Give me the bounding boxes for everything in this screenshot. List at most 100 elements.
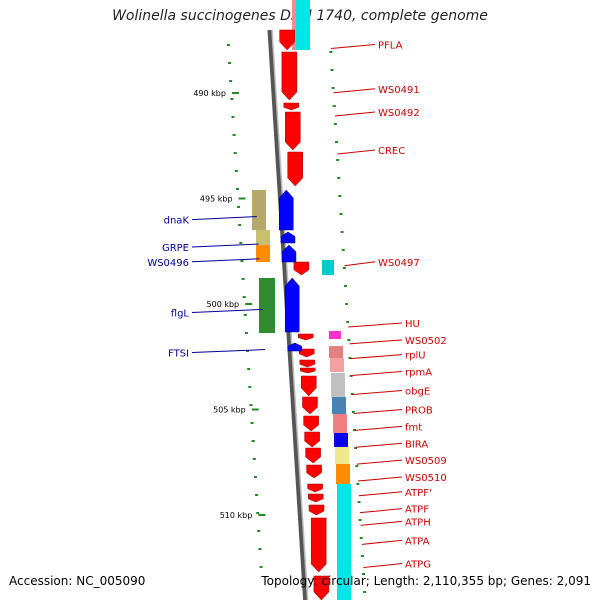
label-leader xyxy=(191,243,259,248)
label-leader xyxy=(361,539,403,545)
gene-labels: PFLA WS0491 WS0492 CREC WS0497 HU WS0502 rplU rp… xyxy=(147,40,446,570)
cog-bar xyxy=(296,0,310,50)
cog-bar xyxy=(256,245,270,262)
cog-bar xyxy=(333,414,347,433)
forward-gene-arrow xyxy=(281,51,298,101)
gene-label: ATPG xyxy=(405,560,431,571)
gene-label: WS0497 xyxy=(378,258,420,269)
kbp-tick-label: 490 kbp xyxy=(193,89,226,98)
label-leader xyxy=(344,261,376,267)
label-leader xyxy=(363,563,403,569)
kbp-ticks: 490 kbp 495 kbp 500 kbp 505 kbp 510 kbp xyxy=(193,89,266,520)
label-leader xyxy=(354,425,403,431)
cog-category-bars xyxy=(252,0,351,600)
label-leader xyxy=(330,43,376,49)
gene-label: WS0492 xyxy=(378,108,420,119)
kbp-tick-label: 510 kbp xyxy=(220,511,253,520)
gene-label: HU xyxy=(405,319,420,330)
forward-gene-arrow xyxy=(305,447,321,464)
label-leader xyxy=(191,258,260,263)
gene-label: BIRA xyxy=(405,439,428,450)
forward-gene-arrow xyxy=(308,504,325,516)
forward-gene-arrow xyxy=(285,111,301,151)
cog-bar xyxy=(259,278,275,333)
cog-bar xyxy=(334,433,348,447)
cog-bar xyxy=(335,447,349,464)
gene-label: fmt xyxy=(405,422,422,433)
label-leader xyxy=(358,491,403,497)
gene-label: ATPF xyxy=(405,505,429,516)
kbp-tick-label: 495 kbp xyxy=(200,195,233,204)
accession-text: Accession: NC_005090 xyxy=(9,574,146,588)
cog-bar xyxy=(330,358,344,372)
gene-label: FTSI xyxy=(168,349,189,360)
label-leader xyxy=(348,322,403,328)
forward-gene-arrow xyxy=(308,493,324,503)
forward-gene-arrow xyxy=(307,483,323,493)
gene-label: CREC xyxy=(378,146,405,157)
forward-gene-arrow xyxy=(298,348,315,358)
label-leader xyxy=(337,149,376,155)
forward-gene-arrow xyxy=(303,415,319,432)
gene-arrows xyxy=(279,29,330,600)
gene-label: WS0502 xyxy=(405,336,447,347)
gene-label: flgL xyxy=(171,308,190,319)
forward-gene-arrow xyxy=(313,575,330,600)
forward-gene-arrow xyxy=(283,102,300,111)
gene-label: rpmA xyxy=(405,368,432,379)
forward-gene-arrow xyxy=(293,261,310,276)
forward-gene-arrow xyxy=(310,517,327,573)
cog-bar xyxy=(329,331,341,339)
gene-label: PFLA xyxy=(378,40,403,51)
reverse-gene-arrow xyxy=(284,277,300,333)
label-leader xyxy=(333,88,376,94)
gene-label: ATPA xyxy=(405,536,430,547)
forward-gene-arrow xyxy=(304,431,320,448)
label-leader xyxy=(351,371,403,377)
label-leader xyxy=(335,111,376,117)
cog-bar xyxy=(332,397,346,414)
gene-label: PROB xyxy=(405,406,433,417)
gc-skew-dots xyxy=(226,44,367,593)
topology-text: Topology: circular; Length: 2,110,355 bp… xyxy=(261,574,591,588)
kbp-tick-label: 500 kbp xyxy=(207,300,240,309)
label-leader xyxy=(357,476,403,482)
label-leader xyxy=(349,339,403,345)
label-leader xyxy=(359,508,403,514)
cog-bar xyxy=(331,373,345,397)
gene-label: WS0496 xyxy=(147,258,189,269)
cog-bar xyxy=(336,464,350,484)
forward-gene-arrow xyxy=(299,359,316,368)
cog-bar xyxy=(252,190,266,230)
label-leader xyxy=(191,349,266,354)
label-leader xyxy=(352,390,403,396)
gene-label: GRPE xyxy=(162,243,189,254)
label-leader xyxy=(360,520,403,526)
gene-label: ATPF' xyxy=(405,488,432,499)
gene-label: rplU xyxy=(405,351,426,362)
gene-label: WS0491 xyxy=(378,85,420,96)
forward-gene-arrow xyxy=(301,375,317,397)
forward-gene-arrow xyxy=(287,151,303,187)
cog-bar xyxy=(256,230,270,245)
reverse-gene-arrow xyxy=(287,342,303,352)
forward-gene-arrow xyxy=(302,396,318,415)
forward-gene-arrow xyxy=(279,29,295,51)
forward-gene-arrow xyxy=(297,333,314,341)
forward-gene-arrow xyxy=(300,367,316,374)
cog-bar xyxy=(322,260,334,275)
cog-bar xyxy=(337,484,351,600)
label-leader xyxy=(191,216,257,221)
label-leader xyxy=(353,409,403,414)
reverse-gene-arrow xyxy=(281,244,297,263)
label-leader xyxy=(356,459,403,465)
label-leader xyxy=(350,354,403,360)
reverse-gene-arrow xyxy=(280,231,296,244)
label-leader xyxy=(355,442,403,448)
forward-gene-arrow xyxy=(306,464,322,479)
gene-label: dnaK xyxy=(164,216,190,227)
label-leader xyxy=(191,308,263,313)
kbp-tick-label: 505 kbp xyxy=(213,406,246,415)
gene-label: WS0509 xyxy=(405,456,447,467)
